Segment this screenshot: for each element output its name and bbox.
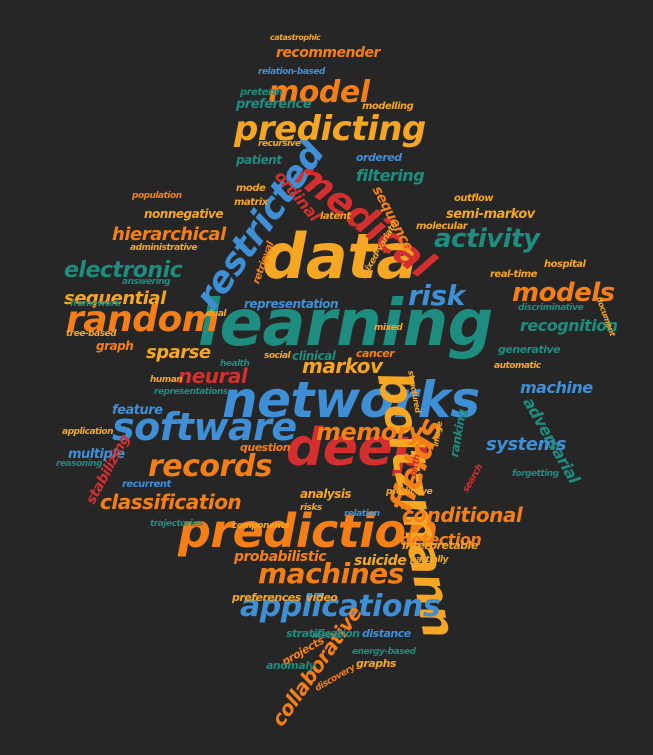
word: latent xyxy=(320,211,351,222)
word: energy-based xyxy=(352,647,416,657)
word: learning xyxy=(198,287,493,361)
word: semi-markov xyxy=(446,207,535,222)
word: deep xyxy=(286,418,429,478)
word: patient xyxy=(236,153,282,167)
word: hospital xyxy=(544,259,586,270)
word: metric xyxy=(312,631,342,641)
word: population xyxy=(132,191,182,201)
word: reasoning xyxy=(56,459,103,469)
word: hierarchical xyxy=(112,224,226,245)
word: representation xyxy=(244,297,339,311)
word: preferences xyxy=(232,591,301,604)
word: social xyxy=(264,351,291,361)
word: relation xyxy=(344,509,380,519)
word: records xyxy=(148,449,273,484)
word: search xyxy=(461,462,486,495)
word: preference xyxy=(236,97,312,112)
word: anomaly xyxy=(266,659,316,672)
word: graph xyxy=(96,339,134,353)
word: recurrent xyxy=(122,479,171,490)
word: administrative xyxy=(130,243,198,253)
word: representations xyxy=(154,387,228,397)
word: framework xyxy=(70,299,121,309)
word: electronic xyxy=(64,258,183,283)
word: detection xyxy=(400,530,482,549)
word: data xyxy=(262,220,418,293)
word: markov xyxy=(302,354,383,378)
word: neural xyxy=(178,364,248,388)
word: suicide xyxy=(354,553,407,569)
word: trajectories xyxy=(150,519,203,529)
word: catastrophic xyxy=(270,33,321,42)
word: health xyxy=(220,359,250,369)
word: relation-based xyxy=(258,67,325,77)
word: multiple xyxy=(68,447,125,462)
word: systems xyxy=(486,434,566,455)
word: sparse xyxy=(146,342,211,363)
word: nonnegative xyxy=(144,207,224,221)
word: clinical xyxy=(292,349,336,363)
word: interpretable xyxy=(402,539,478,552)
word: mode xyxy=(236,183,266,194)
word: memory xyxy=(316,418,424,446)
word: feature xyxy=(112,403,163,418)
word: model xyxy=(268,75,370,110)
word: forgetting xyxy=(512,469,559,479)
word: ordered xyxy=(356,151,402,164)
word: distance xyxy=(362,627,411,640)
word: machines xyxy=(258,557,404,590)
word: question xyxy=(240,441,291,454)
word: partially xyxy=(410,555,448,565)
word: matrix xyxy=(234,197,268,208)
word: recursive xyxy=(258,139,301,149)
word: predictive xyxy=(386,487,433,497)
word: modelling xyxy=(362,101,414,112)
word: filtering xyxy=(356,166,425,185)
word: prediction xyxy=(178,504,438,558)
word: graphs xyxy=(356,657,396,670)
word: predicting xyxy=(234,109,426,149)
word: discriminative xyxy=(518,303,584,313)
word: real-time xyxy=(490,269,537,280)
word: software xyxy=(112,405,297,449)
word: tree-based xyxy=(66,329,117,339)
word: machine xyxy=(520,378,593,397)
word: answering xyxy=(122,277,171,287)
word: video xyxy=(306,591,338,604)
word: random xyxy=(66,299,219,340)
word: recognition xyxy=(520,316,618,335)
word: automatic xyxy=(494,361,541,371)
word: activity xyxy=(434,224,540,254)
word: generative xyxy=(498,343,561,356)
word: conditional xyxy=(402,503,523,527)
word: applications xyxy=(240,589,441,624)
word: stratification xyxy=(286,627,360,640)
word: sequential xyxy=(64,288,166,309)
word: human xyxy=(150,375,183,385)
word: probabilistic xyxy=(234,549,327,565)
word: cancer xyxy=(356,347,395,360)
word: networks xyxy=(222,371,480,429)
word: risks xyxy=(300,503,322,513)
word: risk xyxy=(408,279,465,312)
word: models xyxy=(512,278,615,308)
word: outflow xyxy=(454,193,494,204)
word: application xyxy=(62,427,114,437)
word: dual xyxy=(206,309,227,319)
word: components xyxy=(232,521,290,531)
word: preterm xyxy=(240,87,283,98)
word: molecular xyxy=(416,221,468,232)
word: classification xyxy=(100,490,242,514)
word: mixed xyxy=(374,323,403,333)
word: recommender xyxy=(276,45,380,61)
word: analysis xyxy=(300,487,352,501)
